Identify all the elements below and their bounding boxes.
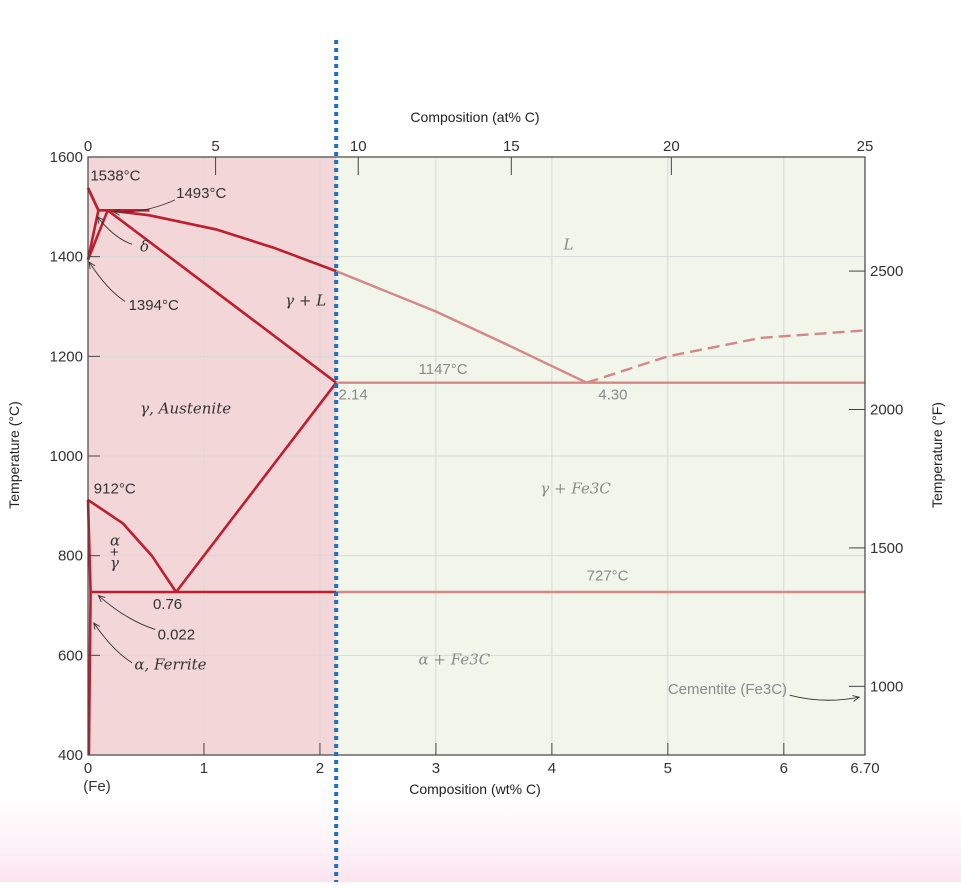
leader-1493 bbox=[113, 199, 176, 213]
annotation-leader-arrows bbox=[88, 199, 861, 702]
tick-marks bbox=[87, 156, 866, 756]
phase-boundaries bbox=[86, 187, 866, 756]
x-tick-label-7: 6.70 bbox=[850, 760, 879, 777]
phase-boundary-3 bbox=[335, 269, 588, 384]
y-tick-label-5: 1400 bbox=[50, 249, 83, 266]
annotation-7: 2.14 bbox=[338, 387, 367, 404]
phase-boundary-10 bbox=[87, 498, 178, 593]
leader-delta-head bbox=[96, 215, 104, 224]
top-tick-label-1: 5 bbox=[211, 138, 219, 155]
annotation-2: δ bbox=[140, 238, 149, 256]
top-tick-label-4: 20 bbox=[663, 138, 680, 155]
annotation-3: 1394°C bbox=[129, 297, 179, 314]
phase-boundary-15 bbox=[87, 591, 92, 756]
phase-boundary-2 bbox=[107, 209, 337, 273]
y-tick-label-1: 600 bbox=[58, 647, 83, 664]
leader-ferrite bbox=[93, 622, 133, 664]
x-axis-title: Composition (wt% C) bbox=[409, 781, 540, 797]
right-tick-label-2: 2000 bbox=[870, 402, 903, 419]
annotation-8: 4.30 bbox=[598, 387, 627, 404]
right-tick-label-0: 1000 bbox=[870, 678, 903, 695]
leader-cementite bbox=[789, 694, 860, 701]
annotation-19: α + Fe3C bbox=[419, 650, 491, 668]
top-tick-label-5: 25 bbox=[857, 138, 874, 155]
annotation-17: 0.022 bbox=[158, 626, 196, 643]
annotation-16: 0.76 bbox=[153, 596, 182, 613]
x-tick-label-4: 4 bbox=[548, 760, 556, 777]
annotation-11: γ + Fe3C bbox=[540, 479, 611, 497]
leader-0022-head bbox=[97, 594, 106, 603]
y-tick-label-2: 800 bbox=[58, 548, 83, 565]
x-tick-label-3: 3 bbox=[432, 760, 440, 777]
x2-axis-title: Composition (at% C) bbox=[410, 109, 539, 125]
leader-0022 bbox=[98, 595, 156, 630]
phase-boundary-5 bbox=[86, 187, 100, 211]
annotation-9: γ, Austenite bbox=[140, 400, 231, 418]
bottom-decor-band bbox=[0, 770, 961, 882]
annotation-6: 1147°C bbox=[419, 361, 468, 378]
x-tick-label-2: 2 bbox=[316, 760, 324, 777]
x-tick-label-6: 6 bbox=[780, 760, 788, 777]
annotation-14: γ bbox=[110, 554, 119, 572]
leader-1394-head bbox=[88, 261, 96, 270]
leader-delta bbox=[96, 216, 133, 245]
annotation-4: γ + L bbox=[285, 292, 326, 310]
region-annotations: 1538°C 1493°C δ 1394°C γ + L L 1147°C 2.14 4.30 γ… bbox=[90, 167, 787, 698]
right-tick-label-1: 1500 bbox=[870, 540, 903, 557]
phase-boundary-6 bbox=[86, 210, 100, 260]
leader-1493-head bbox=[112, 208, 121, 216]
x-tick-label-1: 1 bbox=[200, 760, 208, 777]
leader-ferrite-head bbox=[93, 622, 101, 630]
top-tick-label-3: 15 bbox=[503, 138, 520, 155]
annotation-18: α, Ferrite bbox=[134, 655, 206, 673]
annotation-13: + bbox=[110, 544, 119, 561]
phase-boundary-8 bbox=[106, 209, 337, 384]
annotation-1: 1493°C bbox=[176, 185, 226, 202]
y-tick-label-3: 1000 bbox=[50, 448, 83, 465]
y-tick-label-4: 1200 bbox=[50, 348, 83, 365]
phase-boundary-12 bbox=[175, 381, 338, 593]
x-axis-sublabel: (Fe) bbox=[83, 778, 111, 795]
top-tick-label-0: 0 bbox=[84, 138, 92, 155]
annotation-20: Cementite (Fe3C) bbox=[668, 681, 787, 698]
y-tick-label-6: 1600 bbox=[50, 149, 83, 166]
phase-boundary-7 bbox=[86, 209, 109, 261]
leader-1394 bbox=[88, 261, 126, 302]
top-tick-label-2: 10 bbox=[350, 138, 367, 155]
right-tick-label-3: 2500 bbox=[870, 263, 903, 280]
leader-cementite-head bbox=[852, 695, 861, 702]
annotation-12: α bbox=[110, 532, 120, 550]
grid-lines bbox=[88, 157, 865, 755]
x-tick-label-0: 0 bbox=[84, 760, 92, 777]
y-axis-title: Temperature (°C) bbox=[6, 401, 22, 509]
annotation-10: 912°C bbox=[94, 480, 136, 497]
phase-boundary-4 bbox=[586, 329, 866, 384]
annotation-0: 1538°C bbox=[90, 167, 140, 184]
annotation-5: L bbox=[562, 236, 573, 254]
annotation-15: 727°C bbox=[587, 568, 629, 585]
x-tick-label-5: 5 bbox=[664, 760, 672, 777]
y2-axis-title: Temperature (°F) bbox=[929, 402, 945, 508]
y-tick-label-0: 400 bbox=[58, 747, 83, 764]
